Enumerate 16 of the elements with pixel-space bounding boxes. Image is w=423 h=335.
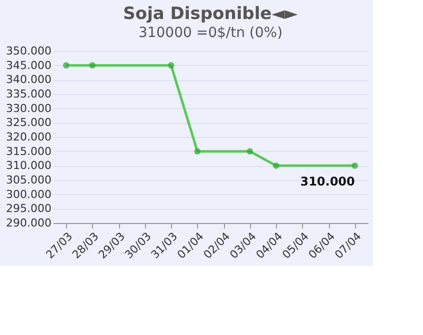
y-tick-label: 340.000: [6, 73, 52, 86]
y-tick-label: 315.000: [6, 144, 52, 158]
y-tick-label: 325.000: [6, 116, 52, 130]
y-tick-label: 330.000: [6, 102, 52, 115]
y-tick-label: 310.000: [6, 159, 52, 172]
chart-subtitle: 310000 =0$/tn (0%): [138, 25, 283, 41]
data-label: 310.000: [300, 174, 355, 189]
y-tick-label: 305.000: [6, 174, 52, 186]
y-tick-label: 300.000: [6, 188, 52, 201]
y-tick-label: 345.000: [6, 58, 52, 72]
y-tick-label: 290.000: [6, 216, 52, 230]
y-tick-label: 350.000: [6, 44, 52, 58]
chart-title: Soja Disponible◄►: [123, 4, 299, 24]
y-tick-label: 320.000: [6, 130, 52, 144]
y-tick-label: 295.000: [6, 202, 52, 216]
y-tick-label: 335.000: [6, 88, 52, 100]
